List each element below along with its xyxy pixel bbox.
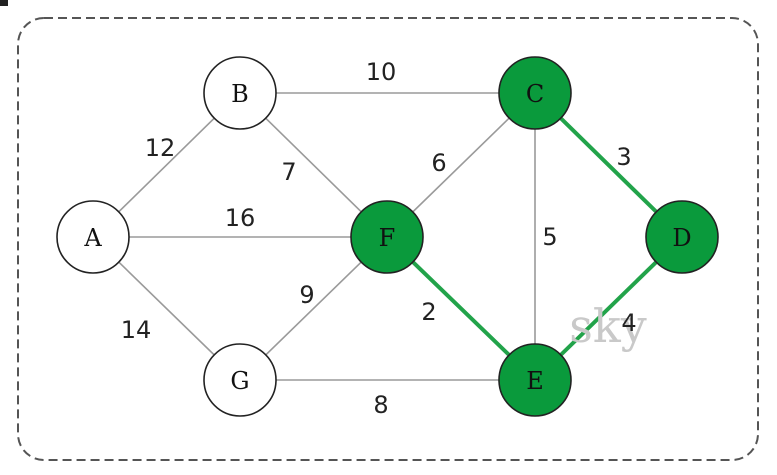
edge-weight-c-e: 5: [542, 223, 557, 251]
node-label-g: G: [230, 367, 249, 395]
node-label-d: D: [672, 224, 691, 252]
node-circle-c: [498, 56, 572, 130]
node-label-a: A: [83, 224, 102, 252]
node-circle-a: [56, 200, 130, 274]
node-b: B: [203, 56, 277, 130]
node-circle-b: [203, 56, 277, 130]
node-g: G: [203, 343, 277, 417]
edge-weight-g-f: 9: [299, 281, 314, 309]
edge-weight-e-d: 4: [621, 309, 636, 337]
nodes-layer: A B C D E F G: [56, 56, 719, 417]
node-c: C: [498, 56, 572, 130]
node-d: D: [645, 200, 719, 274]
node-circle-e: [498, 343, 572, 417]
edge-weight-c-d: 3: [616, 143, 631, 171]
dashed-frame: [17, 17, 759, 461]
edge-weight-a-b: 12: [145, 134, 176, 162]
node-label-b: B: [231, 80, 249, 108]
edge-weight-f-c: 6: [431, 149, 446, 177]
node-f: F: [350, 200, 424, 274]
watermark-layer: sky: [569, 299, 646, 353]
weights-layer: 12 16 14 10 7 9 8 6 2 5 3 4: [121, 58, 637, 419]
node-circle-g: [203, 343, 277, 417]
edge-weight-a-f: 16: [225, 204, 256, 232]
edge-weight-g-e: 8: [373, 391, 388, 419]
node-label-e: E: [526, 367, 544, 395]
node-a: A: [56, 200, 130, 274]
edge-weight-a-g: 14: [121, 316, 152, 344]
node-circle-f: [350, 200, 424, 274]
corner-mark: [0, 0, 8, 6]
node-label-c: C: [526, 80, 544, 108]
node-circle-d: [645, 200, 719, 274]
edge-weight-b-f: 7: [281, 158, 296, 186]
watermark-text: sky: [569, 299, 646, 353]
edge-weight-b-c: 10: [366, 58, 397, 86]
node-label-f: F: [379, 224, 396, 252]
edge-weight-f-e: 2: [421, 298, 436, 326]
node-e: E: [498, 343, 572, 417]
